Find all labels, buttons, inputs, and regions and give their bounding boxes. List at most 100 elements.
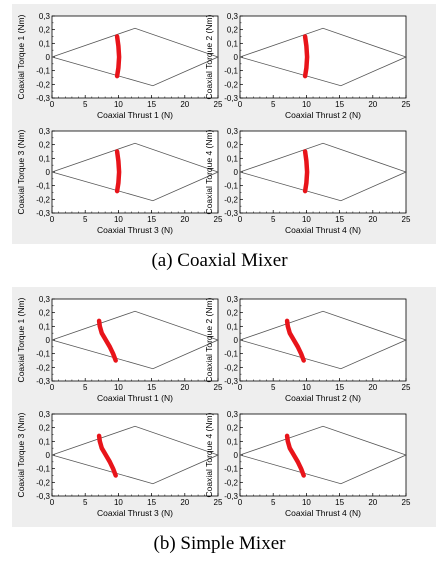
x-tick-label: 0 [238, 100, 243, 109]
y-tick-label: -0,3 [224, 94, 238, 103]
y-axis-label: Coaxial Torque 3 (Nm) [16, 412, 26, 497]
y-tick-label: -0,3 [224, 492, 238, 501]
subplot-grid: 0 5 10 15 20 25-0,3-0,2-0,100,10,20,3Coaxial … [16, 12, 411, 518]
x-tick-label: 0 [50, 383, 55, 392]
x-axis-label: Coaxial Thrust 2 (N) [285, 393, 361, 403]
subplot-1: 0 5 10 15 20 25 -0,3 -0,2 -0,1 0 0,1 0,2 0,3 Coaxial … [16, 12, 223, 120]
x-tick-label: 25 [214, 215, 223, 224]
envelope-line [239, 310, 408, 370]
y-tick-label: 0,3 [39, 127, 51, 136]
y-tick-label: -0,3 [224, 209, 238, 218]
plot-area [51, 15, 219, 99]
y-tick-label: -0,2 [224, 478, 238, 487]
x-tick-label: 0 [50, 215, 55, 224]
x-tick-label: 25 [402, 100, 411, 109]
x-tick-label: 25 [214, 100, 223, 109]
trajectory-line [302, 34, 310, 79]
x-tick-label: 5 [271, 100, 276, 109]
x-tick-label: 20 [368, 498, 377, 507]
y-tick-label: 0,3 [39, 12, 51, 21]
x-tick-label: 10 [302, 215, 311, 224]
x-tick-label: 25 [402, 383, 411, 392]
envelope-line [51, 310, 220, 370]
y-tick-label: -0,3 [36, 94, 50, 103]
x-tick-label: 0 [50, 498, 55, 507]
y-tick-label: 0,3 [227, 295, 239, 304]
trajectory-line [284, 433, 306, 478]
x-tick-label: 10 [114, 100, 123, 109]
y-tick-label: -0,3 [36, 377, 50, 386]
y-tick-label: 0 [234, 53, 239, 62]
y-axis-label: Coaxial Torque 3 (Nm) [16, 129, 26, 214]
x-tick-label: 5 [271, 215, 276, 224]
x-tick-label: 15 [335, 383, 344, 392]
y-tick-label: -0,3 [224, 377, 238, 386]
y-tick-label: 0,1 [39, 154, 51, 163]
x-tick-label: 15 [147, 498, 156, 507]
x-tick-label: 25 [402, 498, 411, 507]
y-tick-label: 0,1 [227, 322, 239, 331]
x-tick-label: 5 [83, 215, 88, 224]
y-tick-label: 0,2 [227, 26, 239, 35]
x-tick-label: 5 [271, 498, 276, 507]
y-tick-label: 0 [46, 451, 51, 460]
plot-area [239, 15, 407, 99]
trajectory-line [284, 318, 306, 363]
y-axis-label: Coaxial Torque 4 (Nm) [204, 412, 214, 497]
y-tick-label: 0,2 [227, 141, 239, 150]
y-tick-label: 0,2 [39, 424, 51, 433]
y-tick-label: 0,2 [39, 141, 51, 150]
y-tick-label: -0,2 [224, 363, 238, 372]
y-tick-label: 0,3 [39, 295, 51, 304]
y-tick-label: -0,3 [36, 209, 50, 218]
envelope-line [239, 425, 408, 485]
y-tick-label: 0,2 [227, 309, 239, 318]
y-tick-label: 0,3 [227, 127, 239, 136]
x-tick-label: 5 [83, 100, 88, 109]
trajectory-line [96, 433, 118, 478]
y-tick-label: 0,2 [39, 26, 51, 35]
x-tick-label: 20 [180, 100, 189, 109]
plot-area [239, 413, 407, 497]
y-tick-label: -0,2 [36, 195, 50, 204]
x-tick-label: 0 [238, 498, 243, 507]
x-tick-label: 15 [147, 100, 156, 109]
y-tick-label: -0,1 [36, 67, 50, 76]
y-axis-label: Coaxial Torque 1 (Nm) [16, 297, 26, 382]
y-tick-label: -0,1 [224, 350, 238, 359]
x-tick-label: 20 [368, 383, 377, 392]
y-tick-label: 0,1 [227, 39, 239, 48]
y-tick-label: -0,2 [36, 363, 50, 372]
trajectory-line [96, 318, 118, 363]
x-tick-label: 20 [368, 100, 377, 109]
x-axis-label: Coaxial Thrust 4 (N) [285, 225, 361, 235]
x-tick-label: 10 [302, 498, 311, 507]
x-tick-label: 20 [368, 215, 377, 224]
plot-area [51, 130, 219, 214]
x-tick-label: 20 [180, 498, 189, 507]
y-tick-label: 0,1 [39, 437, 51, 446]
y-tick-label: 0,1 [227, 437, 239, 446]
y-tick-label: -0,2 [36, 478, 50, 487]
x-tick-label: 5 [83, 383, 88, 392]
y-tick-label: 0 [46, 168, 51, 177]
x-tick-label: 15 [335, 100, 344, 109]
y-tick-label: 0,3 [227, 410, 239, 419]
x-axis-label: Coaxial Thrust 1 (N) [97, 393, 173, 403]
x-tick-label: 10 [114, 215, 123, 224]
x-tick-label: 25 [214, 498, 223, 507]
caption-simple-mixer: (b) Simple Mixer [153, 533, 286, 554]
y-tick-label: -0,1 [224, 465, 238, 474]
x-tick-label: 10 [302, 100, 311, 109]
x-tick-label: 10 [302, 383, 311, 392]
x-tick-label: 20 [180, 383, 189, 392]
caption-coaxial-mixer: (a) Coaxial Mixer [151, 250, 288, 271]
y-tick-label: -0,2 [224, 80, 238, 89]
x-tick-label: 0 [238, 383, 243, 392]
y-tick-label: -0,1 [36, 465, 50, 474]
x-tick-label: 10 [114, 498, 123, 507]
subplot-3: 0 5 10 15 20 25 -0,3 -0,2 -0,1 0 0,1 0,2 0,3 Coaxial … [16, 127, 223, 235]
y-tick-label: 0,2 [39, 309, 51, 318]
envelope-line [51, 425, 220, 485]
